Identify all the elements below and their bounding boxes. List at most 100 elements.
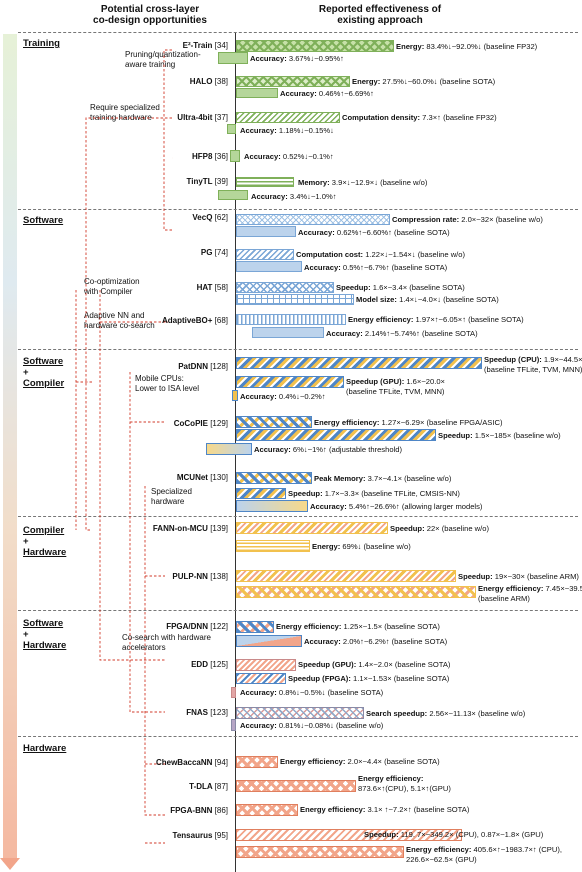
method-ref: [94]: [214, 758, 228, 767]
arrow-head-icon: [0, 858, 20, 870]
method-name: Ultra-4bit: [177, 113, 213, 122]
bar-ultra-accuracy: [227, 124, 236, 134]
bar-e2train-energy: [236, 40, 394, 52]
bar-mcunet-memory: [236, 472, 312, 484]
bar-fann-speedup: [236, 522, 388, 534]
metric-text: Speedup: 1.5×~185× (baseline w/o): [438, 431, 561, 441]
metric-text: Energy efficiency: 405.6×↑~1983.7×↑ (CPU…: [406, 845, 562, 864]
metric-text: Accuracy: 3.67%↓~0.95%↑: [250, 54, 344, 64]
method-ref: [139]: [210, 524, 228, 533]
note-co-search: Co-search with hardware accelerators: [122, 633, 211, 653]
metric-value: 1.5×~185× (baseline w/o): [474, 431, 561, 440]
bar-adaptivebo-accuracy: [252, 327, 324, 338]
metric-value: 1.6×~20.0×: [406, 377, 445, 386]
method-ref: [36]: [214, 152, 228, 161]
metric-text: Search speedup: 2.56×~11.13× (baseline w…: [366, 709, 525, 719]
metric-label: Accuracy:: [254, 445, 291, 454]
metric-label: Accuracy:: [298, 228, 335, 237]
metric-text: Accuracy: 2.14%↑~5.74%↑ (baseline SOTA): [326, 329, 478, 339]
metric-value: 0.46%↑~6.69%↑: [318, 89, 374, 98]
metric-text: Speedup: 22× (baseline w/o): [390, 524, 489, 534]
note-pruning: Pruning/quantization-aware training: [125, 50, 201, 70]
bar-tinytl-memory: [236, 177, 294, 187]
metric-text: Computation density: 7.3×↑ (baseline FP3…: [342, 113, 497, 123]
metric-text: Memory: 3.9×↓~12.9×↓ (baseline w/o): [298, 178, 427, 188]
metric-value: 2.0×~32× (baseline w/o): [461, 215, 543, 224]
method-name: FPGA/DNN: [166, 622, 208, 631]
bar-vecq-accuracy: [236, 226, 296, 237]
metric-label: Compression rate:: [392, 215, 460, 224]
method-fann-on-mcu: FANN-on-MCU [139]: [153, 524, 228, 534]
metric-value-line2: (baseline TFLite, TVM, MNN): [346, 386, 445, 396]
metric-value: 873.6×↑(CPU), 5.1×↑(GPU): [358, 783, 451, 793]
note-line: Require specialized: [90, 103, 160, 112]
note-line: Specialized: [151, 487, 192, 496]
method-tensaurus: Tensaurus [95]: [173, 831, 228, 841]
metric-text: Accuracy: 6%↓~1%↑ (adjustable threshold): [254, 445, 402, 455]
metric-value: 1.4×↓~4.0×↓ (baseline SOTA): [399, 295, 499, 304]
metric-label: Computation density:: [342, 113, 421, 122]
metric-text: Speedup: 1.6×~3.4× (baseline SOTA): [336, 283, 465, 293]
bar-chewbacca-energy: [236, 756, 278, 768]
metric-value: 22× (baseline w/o): [426, 524, 489, 533]
method-ultra-4bit: Ultra-4bit [37]: [177, 113, 228, 123]
metric-label: Energy efficiency:: [478, 584, 544, 593]
method-name: PatDNN: [178, 362, 208, 371]
note-line: Co-search with hardware: [122, 633, 211, 642]
metric-text: Speedup (FPGA): 1.1×~1.53× (baseline SOT…: [288, 674, 449, 684]
metric-label: Accuracy:: [310, 502, 347, 511]
metric-value: 1.27×~6.29× (baseline FPGA/ASIC): [381, 418, 503, 427]
method-name: CoCoPIE: [173, 419, 208, 428]
metric-text: Accuracy: 2.0%↑~6.2%↑ (baseline SOTA): [304, 637, 447, 647]
metric-text: Peak Memory: 3.7×~4.1× (baseline w/o): [314, 474, 451, 484]
note-adaptive: Adaptive NN and hardware co-search: [84, 311, 155, 331]
metric-text: Energy efficiency: 1.97×↑~6.05×↑ (baseli…: [348, 315, 524, 325]
metric-value: 3.4%↓~1.0%↑: [289, 192, 337, 201]
metric-label: Speedup (FPGA):: [288, 674, 351, 683]
method-ref: [68]: [214, 316, 228, 325]
metric-value: 19×~30× (baseline ARM): [494, 572, 579, 581]
metric-label: Speedup (CPU):: [484, 355, 542, 364]
metric-label: Accuracy:: [244, 152, 281, 161]
method-ref: [128]: [210, 362, 228, 371]
method-chewbaccann: ChewBaccaNN [94]: [156, 758, 228, 768]
metric-text: Energy efficiency: 3.1× ↑~7.2×↑ (baselin…: [300, 805, 469, 815]
note-line: accelerators: [122, 643, 166, 652]
metric-label: Accuracy:: [250, 54, 287, 63]
method-name: VecQ: [192, 213, 213, 222]
section-label: Compiler: [23, 378, 65, 389]
method-name: FPGA-BNN: [170, 806, 213, 815]
left-header-line: co-design opportunities: [93, 15, 207, 26]
metric-value: 6%↓~1%↑ (adjustable threshold): [292, 445, 402, 454]
method-hat: HAT [58]: [197, 283, 228, 293]
note-line: training hardware: [90, 113, 152, 122]
bar-mcunet-speedup: [236, 488, 286, 499]
method-t-dla: T-DLA [87]: [189, 782, 228, 792]
metric-value: 0.8%↓~0.5%↓ (baseline SOTA): [278, 688, 384, 697]
metric-value: 83.4%↓~92.0%↓ (baseline FP32): [426, 42, 538, 51]
metric-label: Speedup:: [390, 524, 425, 533]
method-name: FNAS: [186, 708, 208, 717]
section-plus: +: [23, 629, 29, 640]
metric-text: Accuracy: 0.52%↓~0.1%↑: [244, 152, 334, 162]
metric-label: Energy efficiency:: [300, 805, 366, 814]
bar-hat-modelsize: [236, 294, 354, 305]
bar-fnas-accuracy: [231, 719, 236, 731]
metric-text: Accuracy: 1.18%↓~0.15%↓: [240, 126, 334, 136]
method-adaptivebo: AdaptiveBO+ [68]: [162, 316, 228, 326]
metric-text: Accuracy: 0.5%↑~6.7%↑ (baseline SOTA): [304, 263, 447, 273]
bar-patdnn-gpu: [236, 376, 344, 388]
method-ref: [62]: [214, 213, 228, 222]
note-compiler: Co-optimization with Compiler: [84, 277, 140, 297]
note-line: hardware co-search: [84, 321, 155, 330]
metric-text: Accuracy: 0.8%↓~0.5%↓ (baseline SOTA): [240, 688, 383, 698]
metric-label: Accuracy:: [240, 392, 277, 401]
metric-text: Energy: 83.4%↓~92.0%↓ (baseline FP32): [396, 42, 537, 52]
method-ref: [38]: [214, 77, 228, 86]
bar-pg-accuracy: [236, 261, 302, 272]
metric-value: 27.5%↓~60.0%↓ (baseline SOTA): [382, 77, 496, 86]
metric-text: Compression rate: 2.0×~32× (baseline w/o…: [392, 215, 543, 225]
metric-text: Speedup: 119. 7×~349.2× (CPU), 0.87×~1.8…: [364, 830, 543, 840]
method-name: PULP-NN: [172, 572, 208, 581]
